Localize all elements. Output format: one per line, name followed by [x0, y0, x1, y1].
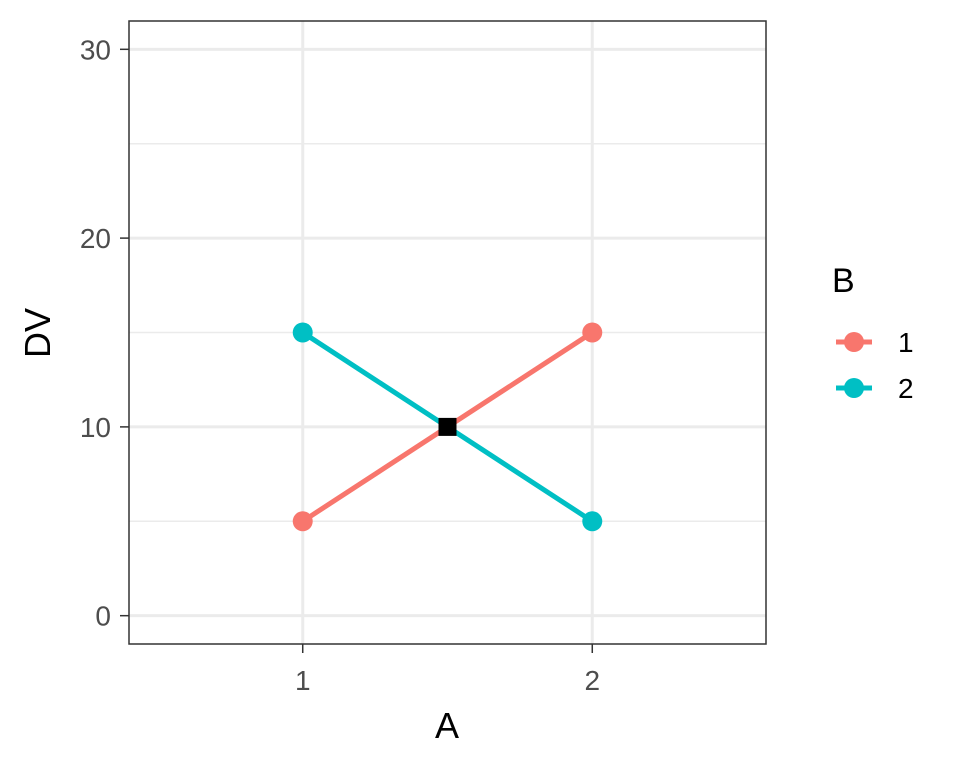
legend: B 12	[832, 262, 914, 404]
legend-items: 12	[836, 327, 914, 404]
x-tick-label: 2	[584, 665, 600, 696]
marker-layer	[438, 417, 457, 436]
legend-label-1: 1	[898, 327, 914, 358]
panel-border	[128, 20, 767, 645]
legend-key-point-1	[844, 332, 864, 352]
y-tick-label: 10	[80, 412, 111, 443]
x-tick-label: 1	[295, 665, 311, 696]
legend-label-2: 2	[898, 373, 914, 404]
series-point-1	[292, 511, 313, 532]
y-axis: 0 10 20 30	[80, 34, 129, 632]
x-axis-title: A	[435, 705, 459, 746]
legend-title: B	[832, 262, 855, 300]
legend-key-point-2	[844, 378, 864, 398]
y-axis-title: DV	[17, 308, 58, 358]
minor-gridlines	[129, 142, 766, 523]
series-point-2	[292, 322, 313, 343]
series-layer	[292, 322, 603, 532]
series-point-1	[582, 322, 603, 343]
y-tick-label: 20	[80, 223, 111, 254]
intersection-marker	[438, 417, 457, 436]
series-point-2	[582, 511, 603, 532]
y-tick-label: 0	[95, 601, 111, 632]
y-tick-label: 30	[80, 34, 111, 65]
